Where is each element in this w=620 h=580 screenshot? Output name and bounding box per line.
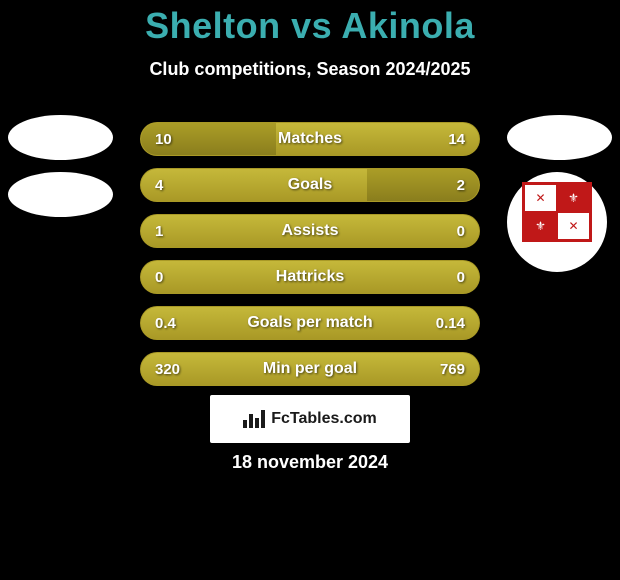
stat-value-left: 1 bbox=[155, 223, 163, 240]
vs-separator: vs bbox=[291, 5, 332, 46]
stat-bar-inner: 10 14 Matches bbox=[141, 123, 479, 155]
stat-row: 320 769 Min per goal bbox=[140, 352, 480, 386]
stat-value-left: 4 bbox=[155, 177, 163, 194]
subtitle: Club competitions, Season 2024/2025 bbox=[0, 59, 620, 80]
club-badge-right: ✕ ⚜ ⚜ ✕ bbox=[507, 172, 607, 272]
stat-value-right: 769 bbox=[440, 361, 465, 378]
chart-icon bbox=[243, 410, 265, 428]
stat-bar-inner: 4 2 Goals bbox=[141, 169, 479, 201]
stat-value-right: 0 bbox=[457, 269, 465, 286]
stat-label: Goals bbox=[288, 176, 332, 194]
stat-label: Min per goal bbox=[263, 360, 357, 378]
country-flag-right bbox=[507, 115, 612, 160]
stat-bar-inner: 0.4 0.14 Goals per match bbox=[141, 307, 479, 339]
player-left-name: Shelton bbox=[145, 5, 281, 46]
stat-bar-inner: 320 769 Min per goal bbox=[141, 353, 479, 385]
club-badge-left bbox=[8, 172, 113, 217]
country-flag-left bbox=[8, 115, 113, 160]
stat-bar-inner: 1 0 Assists bbox=[141, 215, 479, 247]
stat-label: Assists bbox=[282, 222, 339, 240]
stat-label: Matches bbox=[278, 130, 342, 148]
shield-icon: ✕ ⚜ ⚜ ✕ bbox=[522, 182, 592, 262]
stat-value-left: 320 bbox=[155, 361, 180, 378]
stat-label: Hattricks bbox=[276, 268, 344, 286]
stat-value-left: 0 bbox=[155, 269, 163, 286]
stat-value-left: 0.4 bbox=[155, 315, 176, 332]
player-right-name: Akinola bbox=[341, 5, 475, 46]
right-player-avatars: ✕ ⚜ ⚜ ✕ bbox=[507, 115, 612, 272]
date-text: 18 november 2024 bbox=[232, 452, 388, 473]
header: Shelton vs Akinola Club competitions, Se… bbox=[0, 0, 620, 80]
page-title: Shelton vs Akinola bbox=[0, 5, 620, 47]
stat-row: 0 0 Hattricks bbox=[140, 260, 480, 294]
stats-list: 1014Matches42Goals10Assists00Hattricks0.… bbox=[140, 122, 480, 386]
stat-row: 1 0 Assists bbox=[140, 214, 480, 248]
left-player-avatars bbox=[8, 115, 113, 217]
stat-value-right: 0.14 bbox=[436, 315, 465, 332]
stat-row: 10 14 Matches bbox=[140, 122, 480, 156]
stat-row: 0.4 0.14 Goals per match bbox=[140, 306, 480, 340]
stat-value-right: 14 bbox=[448, 131, 465, 148]
stat-value-left: 10 bbox=[155, 131, 172, 148]
stat-row: 4 2 Goals bbox=[140, 168, 480, 202]
brand-badge: FcTables.com bbox=[210, 395, 410, 443]
stat-label: Goals per match bbox=[247, 314, 372, 332]
stat-value-right: 2 bbox=[457, 177, 465, 194]
stat-bar-inner: 0 0 Hattricks bbox=[141, 261, 479, 293]
brand-text: FcTables.com bbox=[271, 410, 377, 428]
stat-value-right: 0 bbox=[457, 223, 465, 240]
